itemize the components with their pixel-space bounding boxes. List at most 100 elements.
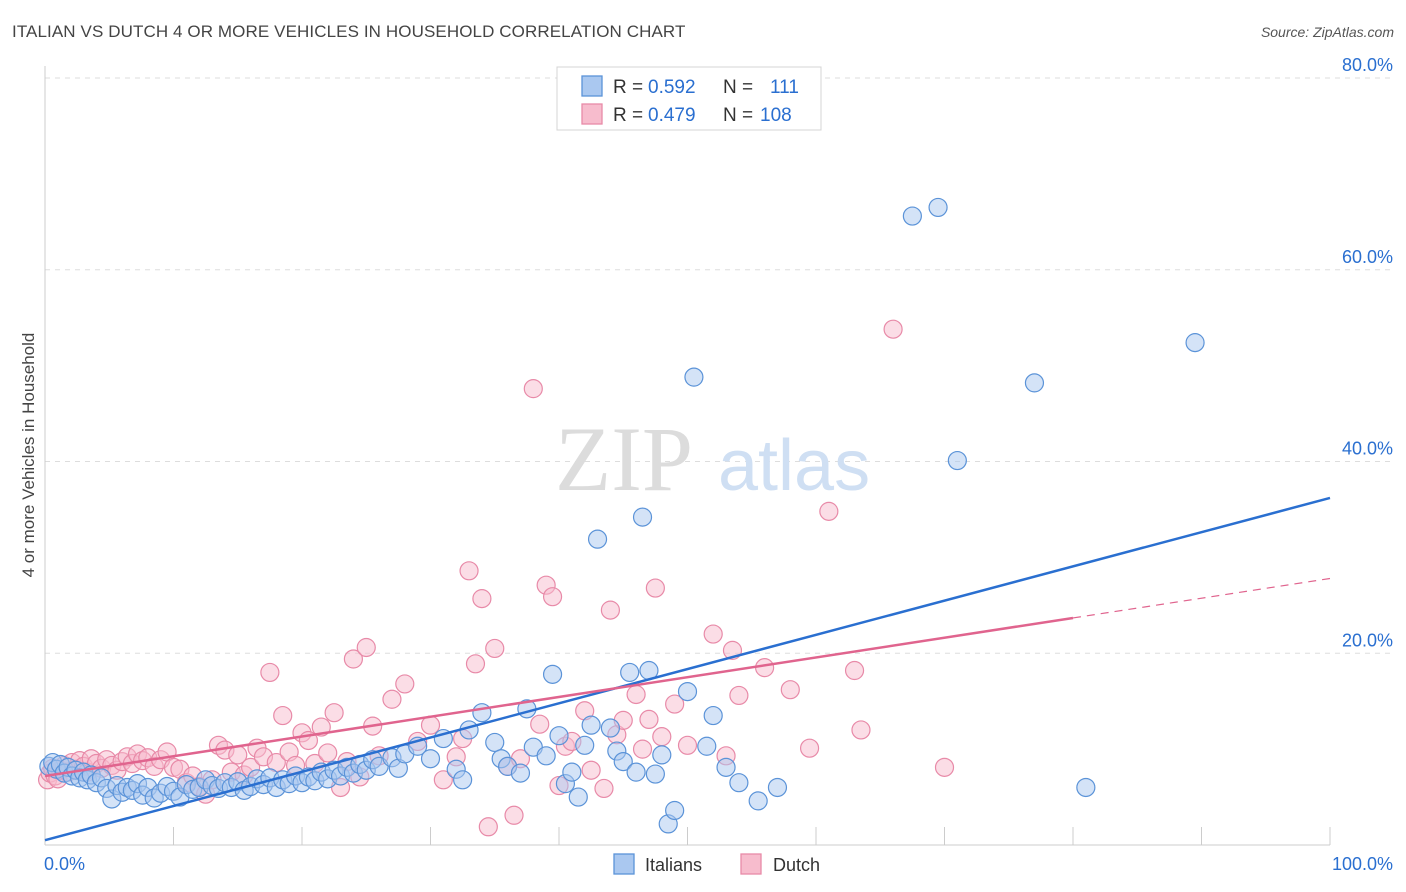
dutch-point xyxy=(395,674,415,694)
italians-point xyxy=(703,705,723,726)
bottom-legend: Italians Dutch xyxy=(613,853,820,875)
italians-point xyxy=(652,745,672,765)
italians-point xyxy=(902,206,922,226)
bottom-legend-dutch: Dutch xyxy=(773,855,820,875)
dutch-point xyxy=(819,501,839,521)
dutch-point xyxy=(851,720,871,740)
dutch-point xyxy=(478,817,498,837)
dutch-point xyxy=(485,638,505,659)
dutch-point xyxy=(472,589,492,609)
dutch-point xyxy=(523,379,543,399)
italians-point xyxy=(632,507,653,527)
dutch-point xyxy=(459,561,479,581)
italians-point xyxy=(549,726,569,746)
dutch-point xyxy=(433,770,453,790)
chart-title: ITALIAN VS DUTCH 4 OR MORE VEHICLES IN H… xyxy=(12,22,686,41)
dutch-point xyxy=(530,714,550,734)
dutch-point xyxy=(645,578,665,598)
italians-point xyxy=(697,736,717,756)
dutch-point xyxy=(883,319,903,339)
dutch-point xyxy=(632,739,653,759)
italians-point xyxy=(510,763,531,783)
dutch-point xyxy=(343,649,363,669)
dutch-point xyxy=(652,727,672,747)
dutch-point xyxy=(324,703,344,723)
italians-point xyxy=(472,703,492,723)
dutch-point xyxy=(780,680,800,700)
trend-lines xyxy=(44,496,1331,842)
italians-point xyxy=(542,664,563,684)
italians-point xyxy=(600,718,621,738)
watermark-atlas: atlas xyxy=(718,426,870,506)
dutch-point xyxy=(504,805,524,825)
italians-point xyxy=(613,751,633,772)
italians-point xyxy=(1076,777,1096,798)
italians-point xyxy=(684,367,704,387)
dutch-point xyxy=(844,660,865,681)
y-tick-label: 80.0% xyxy=(1342,55,1393,75)
trend-line-dutch xyxy=(44,616,1074,778)
legend-n-label: N = xyxy=(723,105,758,126)
italians-point xyxy=(665,800,685,821)
italians-point xyxy=(947,450,967,471)
italians-point xyxy=(453,770,473,790)
legend-swatch-dutch xyxy=(581,103,603,125)
dutch-point xyxy=(465,654,486,674)
dutch-point xyxy=(356,637,376,658)
dutch-point xyxy=(677,735,698,755)
trend-line-italians xyxy=(44,496,1331,842)
y-axis-title: 4 or more Vehicles in Household xyxy=(19,333,38,578)
bottom-legend-italians: Italians xyxy=(645,855,702,875)
italians-point xyxy=(626,762,646,782)
legend-r-value: 0.479 xyxy=(648,105,696,126)
dutch-point xyxy=(260,662,280,683)
dutch-point xyxy=(665,694,685,714)
dutch-point xyxy=(729,685,749,706)
italians-point xyxy=(716,757,736,777)
dutch-point xyxy=(273,705,293,726)
watermark-zip: ZIP xyxy=(555,408,693,510)
legend-r-value: 0.592 xyxy=(648,77,696,98)
italians-point xyxy=(645,764,665,784)
legend-swatch-italians xyxy=(581,75,603,97)
dutch-point xyxy=(799,738,820,758)
dutch-point xyxy=(581,760,601,780)
trend-line-extension-dutch xyxy=(1072,577,1331,619)
italians-point xyxy=(575,735,595,755)
italians-point xyxy=(1024,373,1045,393)
x-tick-label: 100.0% xyxy=(1332,854,1393,874)
italians-point xyxy=(729,773,749,793)
dutch-point xyxy=(600,600,621,620)
italians-point xyxy=(587,529,608,549)
legend-box: R = 0.592 N = 111 R = 0.479 N = 108 xyxy=(556,66,822,131)
y-tick-label: 40.0% xyxy=(1342,439,1393,459)
italians-point xyxy=(485,732,505,753)
data-points xyxy=(37,197,1205,837)
legend-r-label: R = xyxy=(613,105,648,126)
y-tick-label: 60.0% xyxy=(1342,247,1393,267)
legend-r-label: R = xyxy=(613,77,648,98)
italians-point xyxy=(420,749,441,769)
axes: 20.0% 40.0% 60.0% 80.0% 0.0% 100.0% xyxy=(44,55,1393,874)
y-tick-label: 20.0% xyxy=(1342,630,1393,650)
italians-point xyxy=(767,777,788,798)
legend-n-value: 111 xyxy=(770,77,799,98)
legend-n-value: 108 xyxy=(760,105,792,126)
legend-n-label: N = xyxy=(723,77,758,98)
italians-point xyxy=(748,791,768,811)
dutch-point xyxy=(626,684,646,705)
dutch-point xyxy=(318,743,338,763)
italians-point xyxy=(677,681,698,702)
source-label: Source: ZipAtlas.com xyxy=(1260,24,1394,40)
italians-point xyxy=(581,715,601,735)
x-tick-label: 0.0% xyxy=(44,854,85,874)
italians-point xyxy=(536,746,556,766)
italians-point xyxy=(562,762,582,782)
dutch-point xyxy=(594,778,614,799)
dutch-point xyxy=(639,709,659,730)
dutch-point xyxy=(934,757,955,777)
bottom-legend-swatch-dutch xyxy=(740,853,762,875)
dutch-point xyxy=(542,587,563,607)
italians-point xyxy=(620,662,640,683)
